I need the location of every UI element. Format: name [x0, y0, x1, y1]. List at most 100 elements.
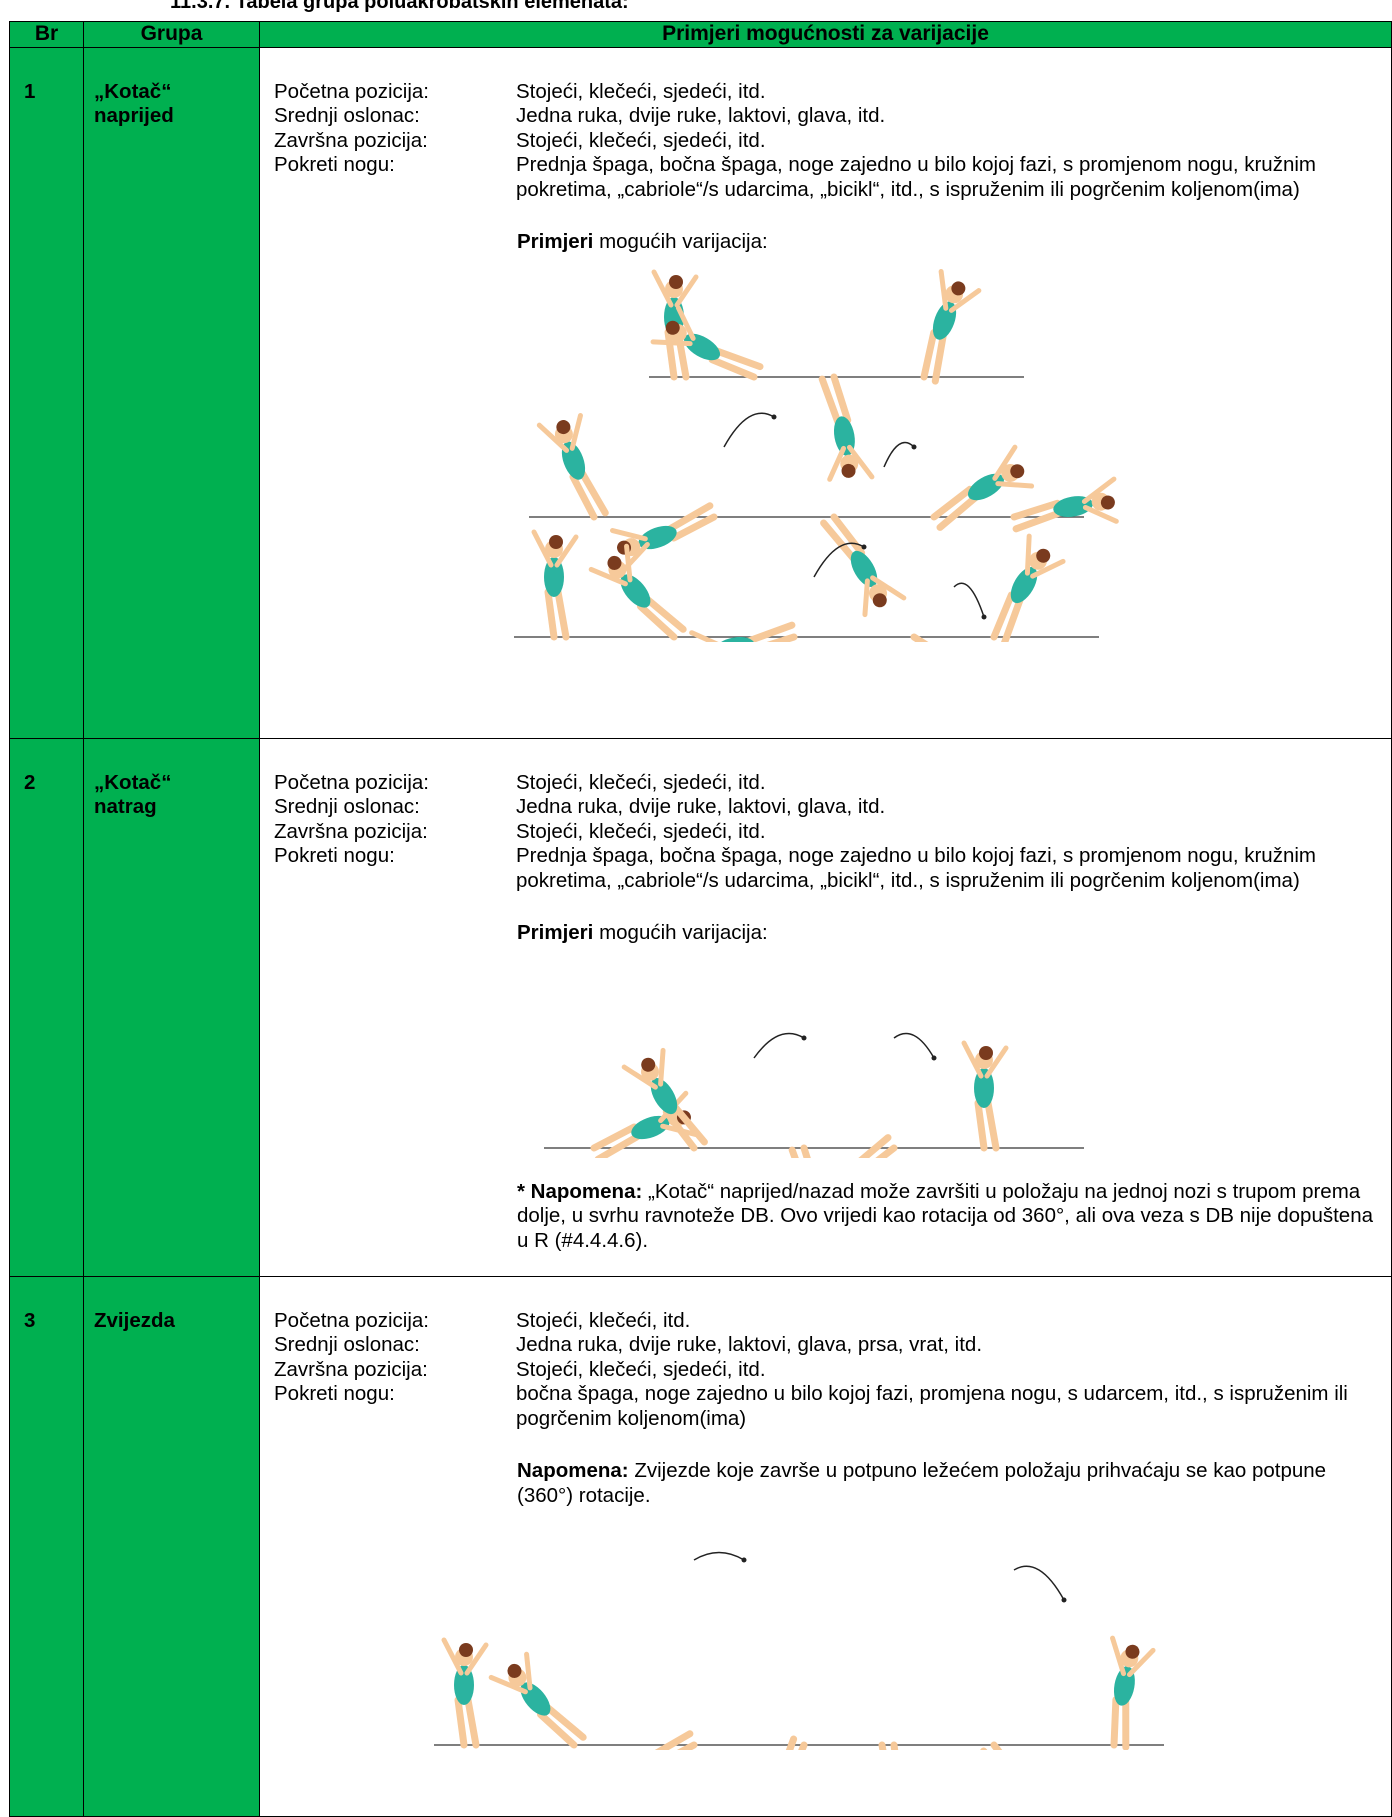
gymnast: [812, 373, 872, 484]
group-name: Zvijezda: [94, 1309, 249, 1334]
arrow-head: [802, 1035, 807, 1040]
group-name: „Kotač“: [94, 80, 249, 105]
leg: [1118, 1701, 1134, 1747]
leg: [978, 1103, 984, 1148]
detail-value: Stojeći, klečeći, sjedeći, itd.: [516, 771, 1381, 796]
arrow-head: [862, 544, 867, 549]
detail-value: Prednja špaga, bočna špaga, noge zajedno…: [516, 153, 1381, 202]
details-grid: Početna pozicija:Stojeći, klečeći, sjede…: [274, 771, 1381, 894]
detail-label: Pokreti nogu:: [274, 153, 516, 202]
detail-value: Stojeći, klečeći, sjedeći, itd.: [516, 1358, 1381, 1383]
note-text: Zvijezde koje završe u potpuno ležećem p…: [517, 1459, 1326, 1507]
arm: [593, 1749, 626, 1750]
note-bold: Napomena:: [517, 1459, 629, 1482]
row-number: 1: [10, 47, 84, 738]
table-row: 3 Zvijezda Početna pozicija:Stojeći, kleče…: [10, 1276, 1392, 1816]
row-number: 3: [10, 1276, 84, 1816]
gymnast: [905, 271, 980, 384]
motion-arrow: [954, 583, 984, 617]
motion-arrow: [754, 1033, 804, 1058]
detail-value: Prednja špaga, bočna špaga, noge zajedno…: [516, 844, 1381, 893]
gymnast: [624, 1046, 713, 1158]
detail-label: Početna pozicija:: [274, 80, 516, 105]
illustration: [274, 958, 1392, 1158]
leg: [988, 1103, 996, 1148]
gymnast: [977, 536, 1066, 642]
gymnast: [588, 1724, 701, 1750]
arrow-head: [932, 1055, 937, 1060]
detail-value: Jedna ruka, dvije ruke, laktovi, glava, …: [516, 795, 1381, 820]
motion-arrow: [884, 442, 914, 467]
element-table: Br Grupa Primjeri mogućnosti za varijaci…: [9, 21, 1392, 1817]
gymnast: [815, 507, 904, 619]
arrow-head: [772, 414, 777, 419]
detail-label: Završna pozicija:: [274, 820, 516, 845]
gymnast: [444, 1640, 486, 1745]
note: Primjeri mogućih varijacija:: [274, 921, 1381, 946]
details-grid: Početna pozicija:Stojeći, klečeći, sjede…: [274, 80, 1381, 203]
group-name: naprijed: [94, 104, 249, 129]
gymnast: [608, 496, 721, 571]
details-cell: Početna pozicija:Stojeći, klečeći, sjede…: [260, 738, 1392, 1276]
header-cell: Br: [10, 22, 84, 48]
number-text: 1: [24, 80, 73, 105]
gymnast: [975, 1735, 1064, 1750]
header-row: Br Grupa Primjeri mogućnosti za varijaci…: [10, 22, 1392, 48]
group-name: natrag: [94, 795, 249, 820]
motion-arrow: [694, 1553, 744, 1561]
row-number: 2: [10, 738, 84, 1276]
footnote-text: „Kotač“ naprijed/nazad može završiti u p…: [517, 1180, 1373, 1252]
detail-label: Završna pozicija:: [274, 129, 516, 154]
gymnast: [539, 410, 614, 523]
arm: [692, 627, 723, 641]
leg: [548, 592, 554, 637]
group-cell: „Kotač“naprijed: [84, 47, 260, 738]
detail-value: bočna špaga, noge zajedno u bilo kojoj f…: [516, 1382, 1381, 1431]
gymnast: [491, 1650, 591, 1750]
detail-value: Stojeći, klečeći, itd.: [516, 1309, 1381, 1334]
detail-label: Pokreti nogu:: [274, 844, 516, 893]
header-cell: Grupa: [84, 22, 260, 48]
arrow-head: [1062, 1598, 1067, 1603]
header-cell: Primjeri mogućnosti za varijacije: [260, 22, 1392, 48]
motion-arrow: [724, 413, 774, 447]
gymnast: [534, 532, 576, 637]
detail-value: Jedna ruka, dvije ruke, laktovi, glava, …: [516, 1333, 1381, 1358]
details-cell: Početna pozicija:Stojeći, klečeći, itd.S…: [260, 1276, 1392, 1816]
note: Primjeri mogućih varijacija:: [274, 230, 1381, 255]
leg: [1108, 1700, 1122, 1745]
detail-label: Srednji oslonac:: [274, 795, 516, 820]
note-bold: Primjeri: [517, 921, 593, 944]
illustration: [274, 267, 1392, 642]
gymnast: [1094, 1638, 1154, 1749]
leg: [468, 1700, 476, 1745]
torso: [615, 1749, 659, 1750]
detail-value: Stojeći, klečeći, sjedeći, itd.: [516, 820, 1381, 845]
detail-value: Stojeći, klečeći, sjedeći, itd.: [516, 129, 1381, 154]
page-title: 11.3.7. Tabela grupa poluakrobatskih ele…: [170, 0, 629, 14]
hair: [669, 275, 683, 289]
detail-label: Pokreti nogu:: [274, 1382, 516, 1431]
detail-value: Jedna ruka, dvije ruke, laktovi, glava, …: [516, 104, 1381, 129]
leg: [458, 1700, 464, 1745]
arrow-head: [982, 614, 987, 619]
note: Napomena: Zvijezde koje završe u potpuno…: [274, 1459, 1381, 1508]
gymnast: [924, 447, 1036, 536]
gymnast: [964, 1043, 1006, 1148]
detail-label: Srednji oslonac:: [274, 104, 516, 129]
note-bold: Primjeri: [517, 230, 593, 253]
motion-arrow: [1014, 1566, 1064, 1600]
footnote: * Napomena: „Kotač“ naprijed/nazad može …: [274, 1180, 1381, 1254]
arrow-head: [912, 444, 917, 449]
detail-label: Srednji oslonac:: [274, 1333, 516, 1358]
detail-value: Stojeći, klečeći, sjedeći, itd.: [516, 80, 1381, 105]
detail-label: Završna pozicija:: [274, 1358, 516, 1383]
arrow-head: [742, 1558, 747, 1563]
group-cell: „Kotač“natrag: [84, 738, 260, 1276]
gymnast: [782, 1144, 842, 1157]
hair: [979, 1046, 993, 1060]
group-name: „Kotač“: [94, 771, 249, 796]
